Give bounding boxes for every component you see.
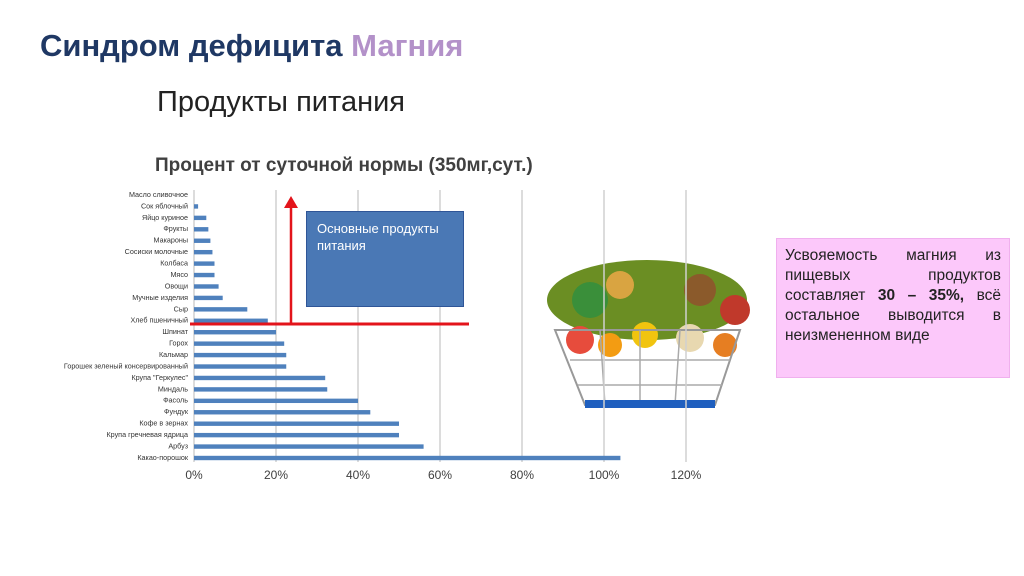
basket-photo — [532, 250, 762, 418]
y-tick-label: Крупа гречневая ядрица — [106, 430, 188, 439]
note-text: Усвояемость магния из пищевых продуктов … — [785, 247, 1001, 304]
y-tick-label: Горох — [169, 339, 188, 348]
y-tick-label: Сыр — [174, 304, 188, 313]
y-tick-label: Арбуз — [168, 441, 188, 450]
bar — [194, 444, 424, 449]
bar — [194, 272, 215, 278]
y-tick-label: Кальмар — [159, 350, 188, 359]
bar — [194, 249, 213, 255]
y-tick-label: Миндаль — [158, 384, 188, 393]
y-tick-label: Масло сливочное — [129, 190, 188, 199]
bar — [194, 318, 268, 323]
y-tick-label: Фасоль — [163, 396, 188, 405]
bar — [194, 215, 207, 221]
title-accent: Магния — [351, 28, 464, 63]
x-tick-label: 80% — [510, 468, 534, 482]
bar — [194, 261, 215, 266]
y-tick-label: Хлеб пшеничный — [130, 316, 188, 325]
bar — [194, 364, 287, 369]
x-tick-label: 20% — [264, 468, 288, 482]
y-tick-label: Сок яблочный — [141, 201, 188, 210]
y-tick-label: Шпинат — [162, 327, 188, 336]
annotation: Основные продукты питания — [306, 211, 464, 307]
slide-title: Синдром дефицита Магния — [40, 28, 463, 64]
y-tick-label: Мясо — [170, 270, 188, 279]
bar — [194, 375, 326, 381]
y-tick-label: Овощи — [165, 281, 188, 290]
bar — [194, 330, 276, 335]
bar — [194, 432, 399, 438]
y-tick-label: Крупа "Геркулес" — [131, 373, 188, 382]
y-tick-label: Яйцо куриное — [142, 213, 188, 222]
y-tick-label: Горошек зеленый консервированный — [64, 361, 188, 370]
bar — [194, 455, 621, 461]
bar — [194, 341, 285, 346]
bar — [194, 410, 371, 415]
bar — [194, 387, 328, 392]
bar — [194, 398, 358, 404]
y-tick-label: Мучные изделия — [132, 293, 188, 302]
x-tick-label: 120% — [671, 468, 702, 482]
plot: 0% 20% 40% 60% 80% 100% 120% Масло сливочное Сок… — [64, 190, 702, 482]
x-tick-label: 40% — [346, 468, 370, 482]
y-tick-label: Фрукты — [163, 224, 188, 233]
bar — [194, 227, 209, 232]
note: Усвояемость магния из пищевых продуктов … — [776, 238, 1010, 378]
bar — [194, 421, 399, 426]
note-bold: 30 – 35%, — [877, 287, 965, 304]
title-main: Синдром дефицита — [40, 28, 343, 63]
y-tick-label: Колбаса — [160, 259, 188, 268]
bar — [194, 352, 287, 358]
chart-title: Процент от суточной нормы (350мг,сут.) — [155, 155, 533, 176]
x-tick-label: 100% — [589, 468, 620, 482]
x-tick-label: 60% — [428, 468, 452, 482]
bar — [194, 295, 223, 301]
y-tick-label: Сосиски молочные — [125, 247, 188, 256]
arrow-head — [284, 196, 298, 208]
y-tick-label: Макароны — [154, 236, 189, 245]
bar — [194, 307, 248, 312]
bar — [194, 204, 199, 209]
subtitle: Продукты питания — [157, 86, 405, 118]
y-tick-label: Фундук — [164, 407, 189, 416]
x-tick-label: 0% — [185, 468, 203, 482]
bar — [194, 284, 219, 289]
y-tick-label: Какао-порошок — [137, 453, 189, 462]
y-tick-label: Кофе в зернах — [139, 419, 188, 428]
bar — [194, 238, 211, 243]
note-text: всё остальное выводится в неизмененном в… — [785, 287, 1001, 344]
